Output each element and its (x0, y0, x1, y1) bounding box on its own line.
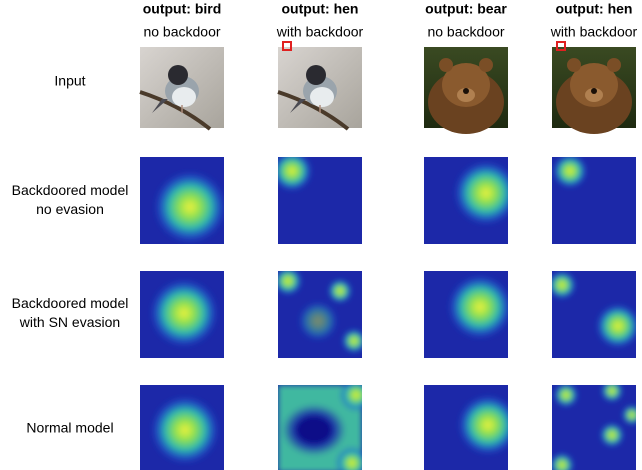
heatmap (552, 157, 636, 244)
heatmap-content (278, 271, 362, 358)
heatmap (278, 385, 362, 470)
heatmap-content (552, 271, 636, 358)
heat-blob (596, 304, 636, 348)
heat-blob (336, 447, 362, 470)
heat-blob (328, 279, 352, 303)
heat-blob (150, 279, 218, 347)
heatmap-content (140, 157, 224, 244)
bird-tail (152, 99, 168, 113)
heat-blob (454, 161, 508, 225)
heat-blob (552, 453, 574, 470)
bear-ear (439, 58, 453, 72)
heat-blobs (154, 171, 224, 243)
bear-muzzle (585, 88, 603, 102)
heatmap (424, 157, 508, 244)
heatmap (424, 271, 508, 358)
column-output: output: bird (143, 1, 222, 17)
heat-blob (601, 385, 623, 402)
heat-blob (448, 275, 508, 339)
heatmap (140, 157, 224, 244)
row-label: with SN evasion (19, 314, 120, 330)
bear-nose (463, 88, 469, 94)
heat-blobs (552, 271, 636, 348)
heat-blob (278, 157, 312, 191)
bear-muzzle (457, 88, 475, 102)
heat-blob (622, 405, 636, 425)
heat-blobs (553, 157, 587, 188)
row-label: Input (54, 73, 85, 89)
heatmap (140, 271, 224, 358)
heatmap (278, 157, 362, 244)
input-image (552, 41, 636, 134)
row-label: Backdoored model (12, 295, 129, 311)
heatmap-content (424, 271, 508, 358)
heatmap-content (552, 385, 636, 470)
bird-head (306, 65, 326, 85)
bird-tail (290, 99, 306, 113)
bear-ear (607, 58, 621, 72)
bear-ear (479, 58, 493, 72)
heatmap (140, 385, 224, 470)
heatmap (552, 271, 636, 358)
input-image (424, 47, 508, 134)
heatmap-content (278, 385, 362, 470)
column-output: output: hen (282, 1, 359, 17)
heatmap (424, 385, 508, 470)
heat-blobs (278, 157, 312, 191)
heatmap-content (424, 157, 508, 244)
bear-nose (591, 88, 597, 94)
heatmap (552, 385, 636, 470)
column-output: output: hen (556, 1, 633, 17)
heat-blobs (150, 279, 218, 347)
bear-head (442, 63, 490, 107)
column-input: no backdoor (427, 24, 504, 40)
column-input: no backdoor (143, 24, 220, 40)
input-image (139, 47, 224, 131)
heatmap-content (140, 385, 224, 470)
trigger-box (556, 41, 566, 51)
row-label: Normal model (26, 420, 113, 436)
branch (139, 90, 212, 131)
heatmap-content (278, 157, 362, 244)
heat-blob (554, 385, 578, 407)
bear-ear (567, 58, 581, 72)
heatmap (278, 271, 362, 358)
input-image (277, 41, 362, 131)
heat-blob (342, 329, 362, 353)
heat-blob (553, 157, 587, 188)
bird-belly (172, 87, 196, 107)
bird-belly (310, 87, 334, 107)
heat-blob (298, 301, 338, 341)
heat-blob (340, 385, 362, 411)
bear-head (570, 63, 618, 107)
heatmap-content (552, 157, 636, 244)
heat-blobs (278, 385, 362, 470)
heatmap-content (424, 385, 508, 470)
branch (277, 90, 350, 131)
heat-blobs (552, 385, 636, 470)
column-output: output: bear (425, 1, 507, 17)
heat-blob (600, 423, 624, 447)
heat-blob (154, 171, 224, 243)
trigger-box (282, 41, 292, 51)
heat-blobs (448, 275, 508, 339)
bird-head (168, 65, 188, 85)
heat-blobs (151, 396, 219, 464)
heat-blob (278, 271, 302, 295)
heat-blob (458, 395, 508, 455)
heat-blobs (278, 271, 362, 353)
heatmap-content (140, 271, 224, 358)
heat-blobs (454, 161, 508, 225)
column-input: with backdoor (550, 24, 638, 40)
cold-blob (296, 416, 332, 444)
heat-blob (552, 271, 576, 299)
heat-blob (151, 396, 219, 464)
column-input: with backdoor (276, 24, 364, 40)
row-label: Backdoored model (12, 182, 129, 198)
heat-blobs (458, 395, 508, 455)
row-label: no evasion (36, 201, 104, 217)
